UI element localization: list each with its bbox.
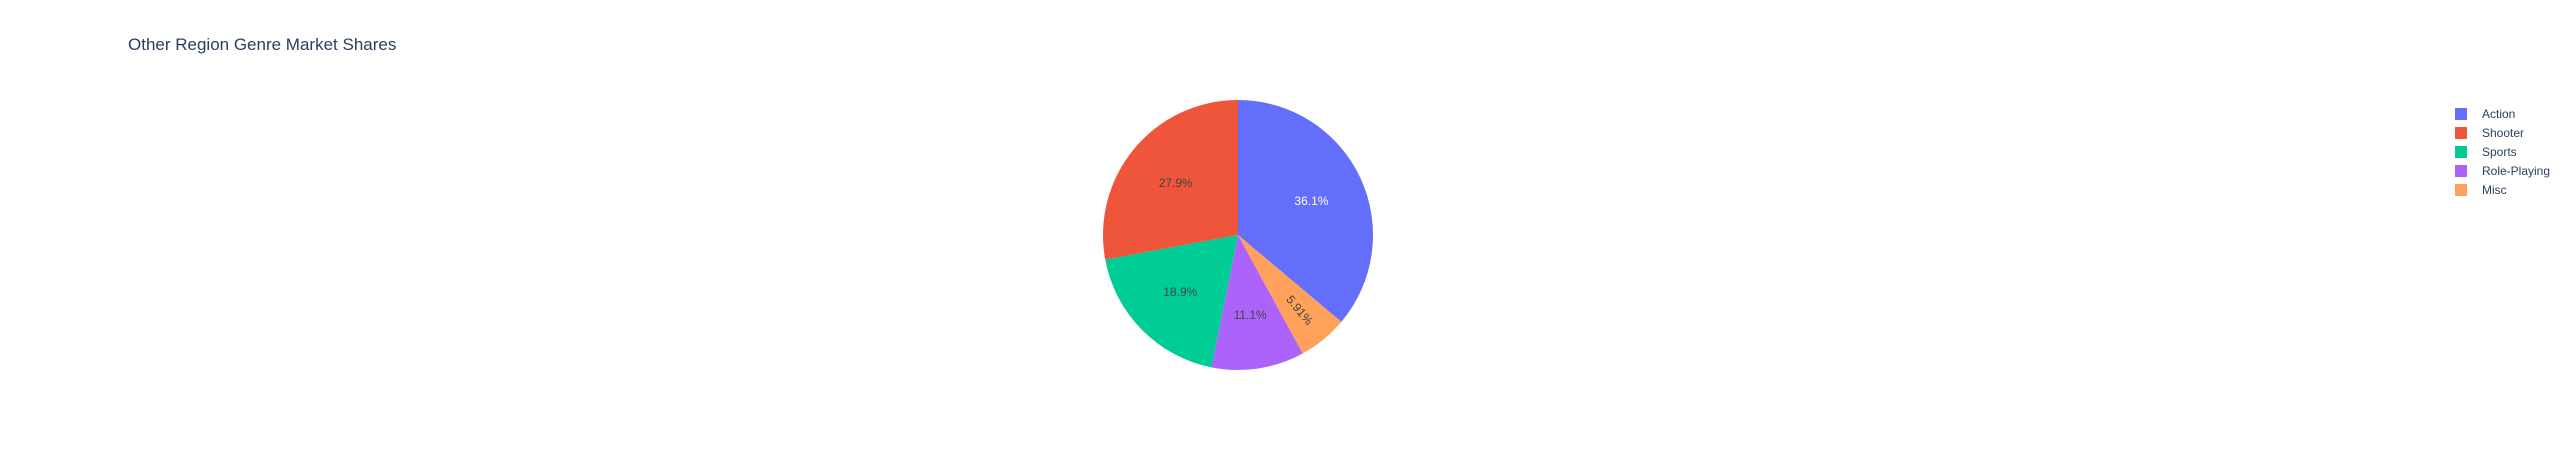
pie-slice-role-playing[interactable] — [1211, 235, 1303, 370]
legend-label: Action — [2482, 107, 2515, 121]
legend-label: Misc — [2482, 183, 2507, 197]
legend-item-misc[interactable]: Misc — [2455, 183, 2507, 197]
legend-label: Role-Playing — [2482, 164, 2550, 178]
legend-swatch — [2455, 127, 2467, 139]
legend-item-shooter[interactable]: Shooter — [2455, 126, 2524, 140]
legend-item-sports[interactable]: Sports — [2455, 145, 2517, 159]
legend-item-action[interactable]: Action — [2455, 107, 2515, 121]
legend-swatch — [2455, 146, 2467, 158]
legend-swatch — [2455, 108, 2467, 120]
legend-label: Sports — [2482, 145, 2517, 159]
legend-swatch — [2455, 165, 2467, 177]
slice-percent-label: 11.1% — [1234, 308, 1267, 322]
legend-item-role-playing[interactable]: Role-Playing — [2455, 164, 2550, 178]
slice-percent-label: 27.9% — [1159, 176, 1193, 190]
legend-label: Shooter — [2482, 126, 2524, 140]
legend-swatch — [2455, 184, 2467, 196]
pie-slice-action[interactable] — [1238, 99, 1374, 322]
pie-slice-misc[interactable] — [1238, 235, 1342, 354]
pie-slice-shooter[interactable] — [1102, 100, 1238, 260]
pie-slice-sports[interactable] — [1105, 235, 1238, 368]
slice-percent-label: 18.9% — [1163, 285, 1197, 299]
slice-percent-label: 36.1% — [1294, 194, 1328, 208]
chart-title: Other Region Genre Market Shares — [128, 35, 396, 54]
legend: Action Shooter Sports Role-Playing Misc — [2455, 107, 2550, 197]
pie-slices — [1102, 99, 1374, 370]
